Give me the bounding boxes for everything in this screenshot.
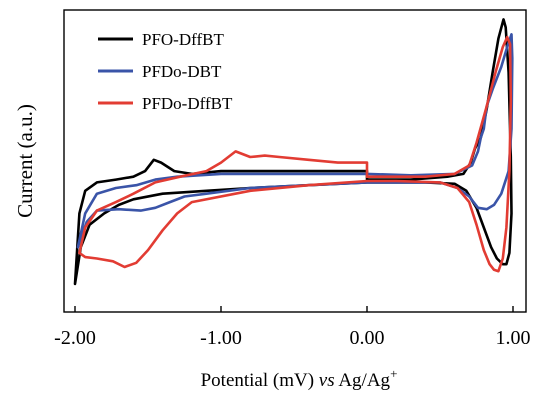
x-axis-label-ref: Ag/Ag <box>335 370 391 391</box>
plot-frame <box>63 9 527 313</box>
x-tick-label: 1.00 <box>496 327 531 349</box>
legend: PFO-DffBT PFDo-DBT PFDo-DffBT <box>98 30 233 113</box>
x-tick-label: 0.00 <box>350 327 385 349</box>
legend-label: PFO-DffBT <box>142 30 224 49</box>
x-axis-label-sup: + <box>390 366 397 381</box>
series-line-pfdo-dffbt <box>78 35 513 273</box>
series-line-pfo-dffbt <box>73 18 513 286</box>
x-axis-label-italic: vs <box>319 370 335 391</box>
x-axis: -2.00 -1.00 0.00 1.00 <box>54 306 531 349</box>
y-axis-label: Current (a.u.) <box>13 104 37 218</box>
x-tick-label: -1.00 <box>200 327 242 349</box>
legend-label: PFDo-DffBT <box>142 94 233 113</box>
x-axis-label-main: Potential (mV) <box>201 370 319 391</box>
x-axis-label: Potential (mV) vs Ag/Ag+ <box>201 366 398 391</box>
series-layer <box>73 18 514 286</box>
x-tick-label: -2.00 <box>54 327 96 349</box>
legend-label: PFDo-DBT <box>142 62 222 81</box>
